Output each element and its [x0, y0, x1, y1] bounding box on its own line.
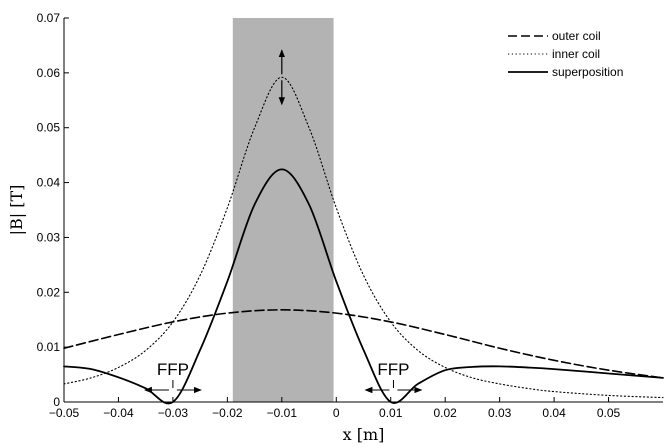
x-axis-label: x [m]: [343, 425, 385, 444]
legend-entry-0: outer coil: [552, 29, 601, 43]
y-tick-label-1: 0.01: [37, 340, 61, 354]
x-tick-label-5: 0: [333, 406, 340, 420]
y-axis-label: |B| [T]: [7, 185, 26, 236]
y-tick-label-4: 0.04: [37, 176, 61, 190]
x-tick-label-6: 0.01: [379, 406, 403, 420]
ffp-label-1: FFP: [377, 360, 409, 379]
y-tick-label-6: 0.06: [37, 66, 61, 80]
y-tick-label-5: 0.05: [37, 121, 61, 135]
legend-entry-2: superposition: [552, 65, 623, 79]
x-tick-label-1: −0.04: [103, 406, 134, 420]
series-line-1: [63, 76, 664, 399]
x-tick-label-10: 0.05: [597, 406, 621, 420]
series-line-2: [63, 168, 664, 405]
x-tick-label-3: −0.02: [212, 406, 243, 420]
ffp-label-0: FFP: [157, 360, 189, 379]
x-tick-label-0: −0.05: [49, 406, 80, 420]
x-tick-label-8: 0.03: [488, 406, 512, 420]
series-line-0: [63, 309, 664, 379]
y-tick-label-2: 0.02: [37, 285, 61, 299]
y-tick-label-3: 0.03: [37, 230, 61, 244]
y-tick-label-7: 0.07: [37, 11, 61, 25]
x-tick-label-9: 0.04: [542, 406, 566, 420]
x-tick-label-4: −0.01: [267, 406, 298, 420]
x-tick-label-7: 0.02: [434, 406, 458, 420]
shaded-region: [232, 18, 334, 402]
x-tick-label-2: −0.03: [158, 406, 189, 420]
y-tick-label-0: 0: [53, 395, 60, 409]
legend-entry-1: inner coil: [552, 47, 600, 61]
